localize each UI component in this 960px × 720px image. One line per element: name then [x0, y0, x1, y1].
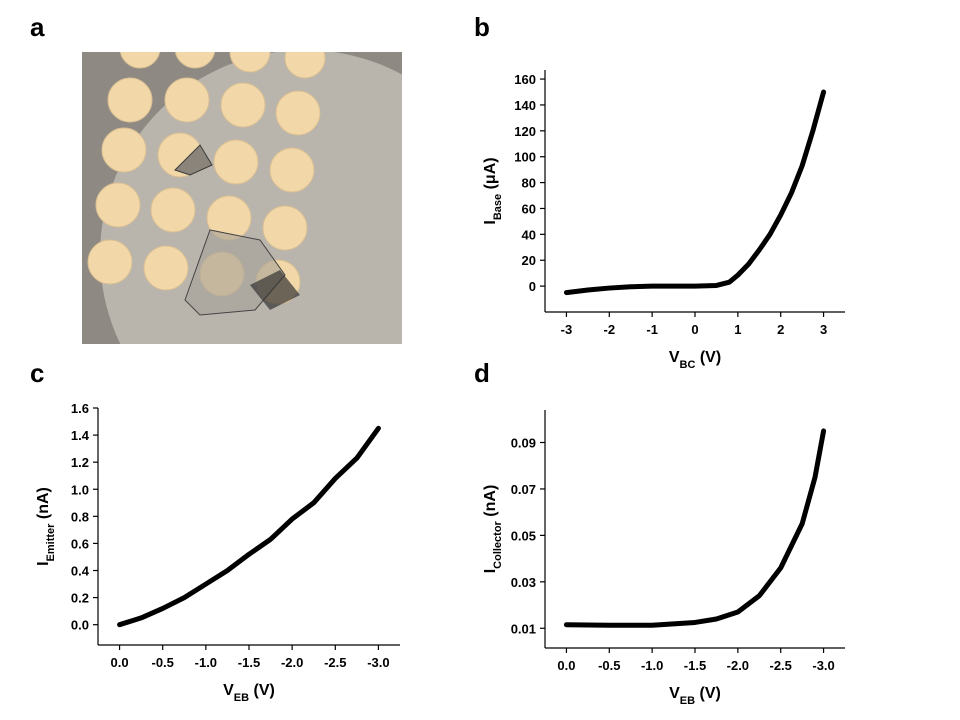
axis-label-part: Base: [492, 194, 504, 220]
data-line: [117, 425, 381, 628]
y-tick-label: 20: [522, 253, 536, 268]
y-tick-label: 140: [514, 98, 536, 113]
axis-label-part: Collector: [492, 520, 504, 568]
axis-label-part: V: [669, 349, 680, 366]
micrograph: [82, 52, 402, 344]
axis-label-part: (V): [249, 682, 275, 699]
y-tick-label: 0.05: [511, 528, 536, 543]
y-axis-label: IEmitter (nA): [35, 487, 57, 566]
y-tick-label: 160: [514, 72, 536, 87]
axis-label-part: (μA): [482, 157, 499, 193]
x-axis-label: VBC (V): [669, 349, 721, 371]
x-tick-label: -1: [646, 322, 658, 337]
x-tick-label: -1.0: [641, 658, 663, 673]
x-tick-label: -1.0: [195, 655, 217, 670]
axis-label-part: EB: [680, 695, 695, 707]
y-tick-label: 1.4: [71, 428, 90, 443]
x-tick-label: 1: [734, 322, 741, 337]
panel-label: c: [30, 358, 44, 388]
y-tick-label: 80: [522, 176, 536, 191]
panel-label: b: [474, 12, 490, 42]
x-tick-label: 0.0: [111, 655, 129, 670]
axis-label-part: EB: [234, 692, 249, 704]
y-tick-label: 0.01: [511, 621, 536, 636]
y-tick-label: 0.6: [71, 536, 89, 551]
x-tick-label: -3.0: [812, 658, 834, 673]
data-line: [563, 89, 827, 296]
y-axis-label: ICollector (nA): [482, 485, 504, 574]
x-tick-label: -2: [604, 322, 616, 337]
y-tick-label: 120: [514, 124, 536, 139]
y-axis-label: IBase (μA): [482, 157, 504, 224]
x-tick-label: 0.0: [557, 658, 575, 673]
x-tick-label: -2.0: [727, 658, 749, 673]
y-tick-label: 0.8: [71, 509, 89, 524]
x-tick-label: -0.5: [152, 655, 174, 670]
x-axis-label: VEB (V): [669, 685, 721, 707]
x-tick-label: -3: [561, 322, 573, 337]
axis-label-part: Emitter: [45, 523, 57, 562]
x-tick-label: -0.5: [598, 658, 620, 673]
y-tick-label: 0.03: [511, 575, 536, 590]
y-tick-label: 0.0: [71, 618, 89, 633]
x-tick-label: 2: [777, 322, 784, 337]
axis-label-part: V: [669, 685, 680, 702]
y-tick-label: 100: [514, 150, 536, 165]
y-tick-label: 60: [522, 201, 536, 216]
x-tick-label: -1.5: [684, 658, 706, 673]
y-tick-label: 1.6: [71, 401, 89, 416]
axis-label-part: V: [223, 682, 234, 699]
x-tick-label: 0: [691, 322, 698, 337]
data-line: [563, 428, 827, 628]
panel-label: a: [30, 12, 45, 42]
axis-label-part: I: [35, 561, 52, 565]
x-tick-label: -3.0: [367, 655, 389, 670]
axis-label-part: I: [482, 220, 499, 224]
y-tick-label: 0.2: [71, 591, 89, 606]
x-axis-label: VEB (V): [223, 682, 275, 704]
axis-label-part: (V): [695, 349, 721, 366]
y-tick-label: 0.4: [71, 564, 90, 579]
axis-label-part: I: [482, 569, 499, 573]
panel-label: d: [474, 358, 490, 388]
axis-label-part: (V): [695, 685, 721, 702]
y-tick-label: 0.07: [511, 482, 536, 497]
y-tick-label: 1.0: [71, 482, 89, 497]
x-tick-label: -2.5: [324, 655, 346, 670]
x-tick-label: -1.5: [238, 655, 260, 670]
axis-label-part: (nA): [482, 485, 499, 521]
x-tick-label: 3: [820, 322, 827, 337]
y-tick-label: 0: [529, 279, 536, 294]
x-tick-label: -2.0: [281, 655, 303, 670]
x-tick-label: -2.5: [770, 658, 792, 673]
y-tick-label: 40: [522, 227, 536, 242]
axis-label-part: BC: [680, 359, 696, 371]
axis-label-part: (nA): [35, 487, 52, 523]
y-tick-label: 1.2: [71, 455, 89, 470]
y-tick-label: 0.09: [511, 436, 536, 451]
